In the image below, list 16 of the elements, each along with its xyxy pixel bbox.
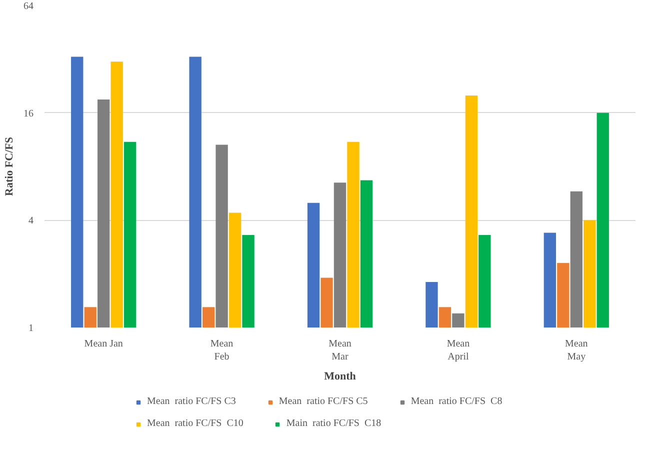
x-tick-label: Mean May [565, 338, 588, 363]
x-axis-title: Month [324, 370, 356, 383]
legend-label: Main ratio FC/FS C18 [286, 418, 382, 429]
legend-label: Mean ratio FC/FS C8 [410, 396, 502, 407]
x-tick-label: Mean Mar [328, 338, 352, 363]
legend-label: Mean ratio FC/FS C5 [278, 396, 368, 407]
y-tick-label: 4 [28, 216, 34, 227]
x-tick-label: Mean April [446, 338, 470, 363]
legend-label: Mean ratio FC/FS C10 [147, 418, 244, 429]
x-tick-label: Mean Feb [210, 338, 234, 363]
y-tick-label: 1 [28, 323, 34, 334]
y-axis-title: Ratio FC/FS [4, 137, 16, 196]
y-tick-label: 16 [24, 108, 34, 120]
y-tick-label: 64 [24, 1, 34, 12]
legend-label: Mean ratio FC/FS C3 [147, 396, 236, 407]
x-tick-label: Mean Jan [84, 338, 123, 350]
